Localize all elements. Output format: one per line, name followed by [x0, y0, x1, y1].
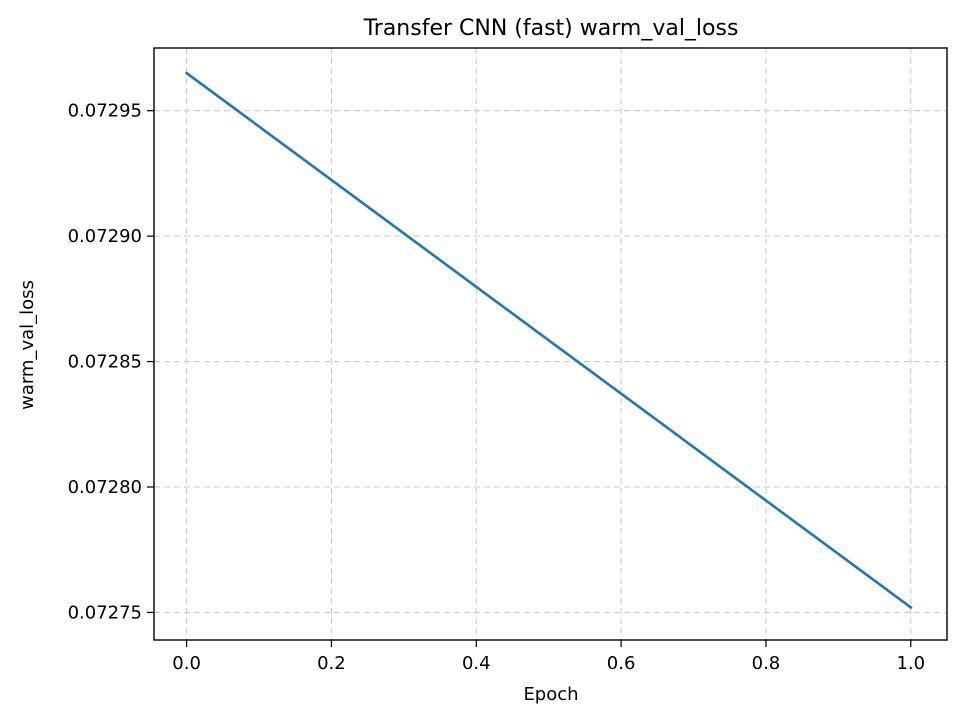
- x-tick-label-2: 0.4: [462, 653, 491, 674]
- series-line-0: [184, 71, 913, 610]
- chart-title: Transfer CNN (fast) warm_val_loss: [363, 16, 739, 41]
- plot-area-frame: [153, 47, 948, 641]
- x-axis-label: Epoch: [523, 684, 578, 705]
- grid-lines: [154, 48, 947, 640]
- y-tick-label-3: 0.07290: [68, 226, 142, 247]
- x-tick-label-3: 0.6: [607, 653, 636, 674]
- y-tick-label-1: 0.07280: [68, 477, 142, 498]
- x-tick-label-4: 0.8: [752, 653, 781, 674]
- y-axis-label: warm_val_loss: [17, 280, 38, 410]
- y-tick-label-2: 0.07285: [68, 352, 142, 373]
- y-tick-label-0: 0.07275: [68, 602, 142, 623]
- y-axis-ticks: 0.07275 0.07280 0.07285 0.07290 0.07295: [68, 101, 154, 623]
- x-axis-ticks: 0.0 0.2 0.4 0.6 0.8 1.0: [172, 640, 925, 674]
- y-tick-label-4: 0.07295: [68, 101, 142, 122]
- x-tick-label-1: 0.2: [317, 653, 346, 674]
- x-tick-label-5: 1.0: [896, 653, 925, 674]
- x-tick-label-0: 0.0: [172, 653, 201, 674]
- series-lines: [184, 71, 913, 610]
